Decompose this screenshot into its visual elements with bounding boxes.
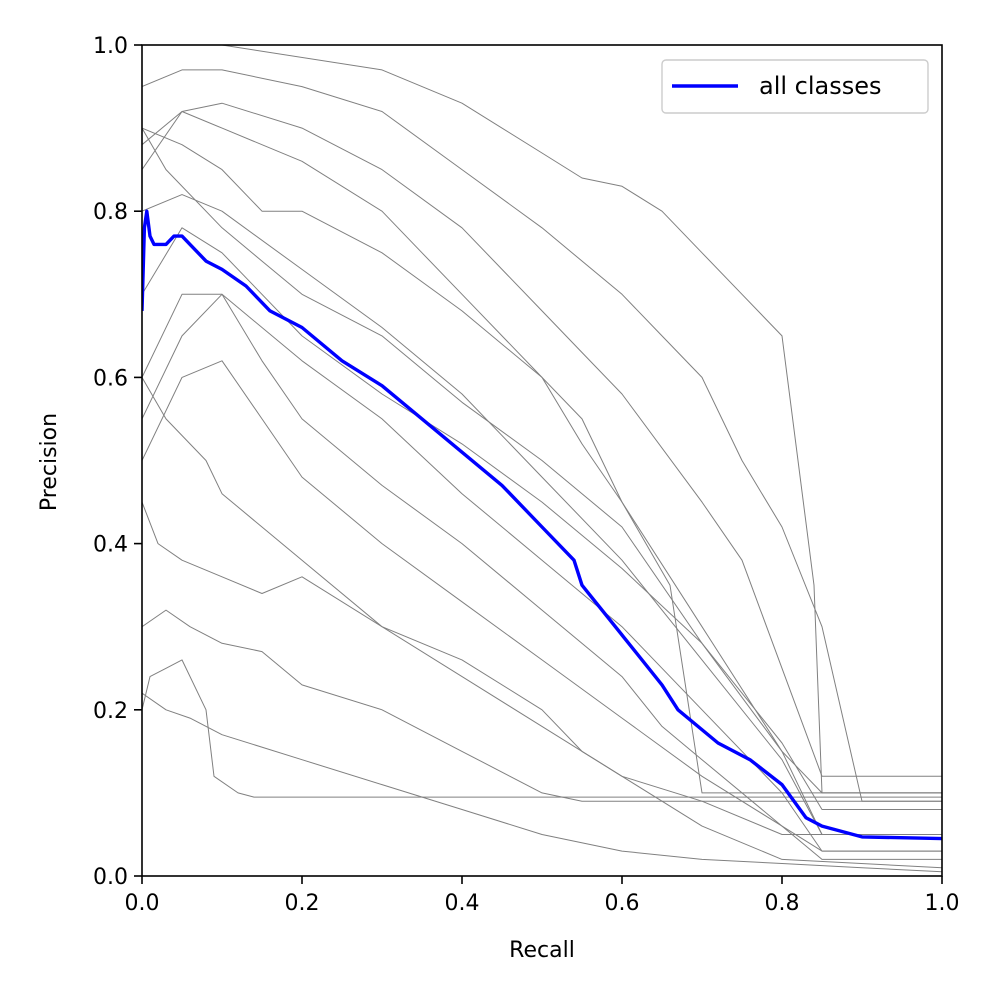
y-tick-label: 0.4 bbox=[93, 533, 128, 558]
series-line-class-3 bbox=[142, 102, 942, 777]
series-line-class-5 bbox=[142, 127, 942, 794]
series-line-class-9 bbox=[142, 293, 942, 852]
x-axis-ticks: 0.0 0.2 0.4 0.6 0.8 1.0 bbox=[125, 876, 960, 916]
series-line-class-16 bbox=[142, 692, 942, 873]
x-tick-label: 0.0 bbox=[125, 891, 160, 916]
series-line-class-2 bbox=[142, 69, 942, 802]
y-tick-label: 0.6 bbox=[93, 366, 128, 391]
legend-box bbox=[661, 59, 929, 114]
x-tick-label: 0.4 bbox=[445, 891, 480, 916]
plot-frame bbox=[141, 44, 943, 877]
series-line-class-13 bbox=[142, 501, 942, 869]
x-tick-label: 0.2 bbox=[285, 891, 320, 916]
series-line-class-10 bbox=[142, 293, 942, 852]
y-axis-label: Precision bbox=[37, 413, 62, 511]
legend-label-all-classes: all classes bbox=[759, 72, 882, 100]
x-tick-label: 1.0 bbox=[925, 891, 960, 916]
x-tick-label: 0.6 bbox=[605, 891, 640, 916]
series-line-class-15 bbox=[142, 659, 942, 798]
x-tick-label: 0.8 bbox=[765, 891, 800, 916]
y-tick-label: 0.0 bbox=[93, 865, 128, 890]
y-axis-ticks: 0.0 0.2 0.4 0.6 0.8 1.0 bbox=[93, 34, 142, 890]
series-line-class-4 bbox=[142, 111, 942, 794]
x-axis-label: Recall bbox=[509, 938, 575, 963]
series-line-class-8 bbox=[142, 227, 942, 810]
y-tick-label: 0.8 bbox=[93, 200, 128, 225]
series-line-all-classes bbox=[142, 209, 942, 841]
series-line-class-14 bbox=[142, 609, 942, 802]
series-line-class-1 bbox=[142, 45, 942, 794]
series-layer bbox=[142, 45, 942, 873]
series-line-class-11 bbox=[142, 360, 942, 860]
y-tick-label: 1.0 bbox=[93, 34, 128, 59]
y-tick-label: 0.2 bbox=[93, 699, 128, 724]
series-line-class-6 bbox=[142, 127, 942, 835]
series-line-class-7 bbox=[142, 194, 942, 835]
legend: all classes bbox=[661, 59, 929, 114]
